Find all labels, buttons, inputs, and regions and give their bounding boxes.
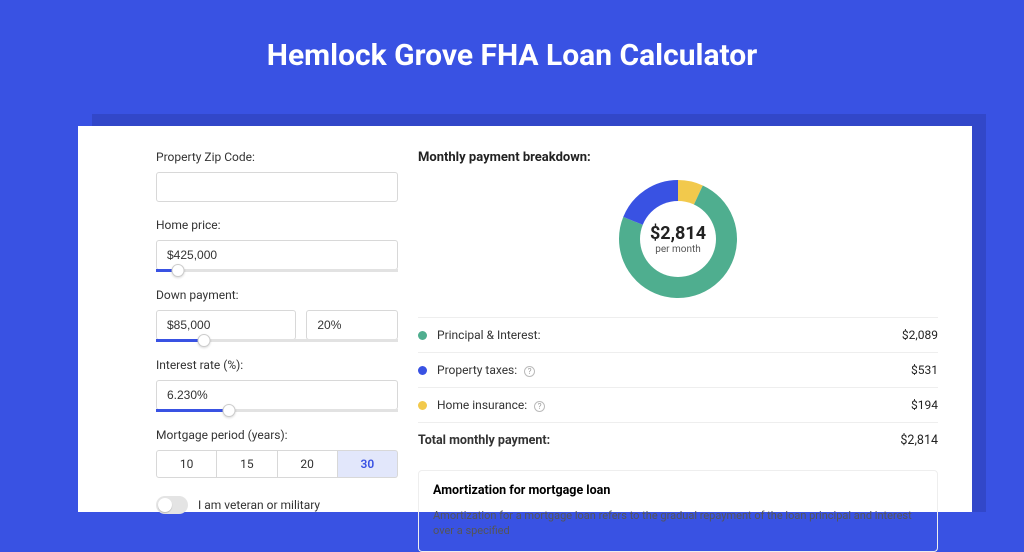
- donut-center: $2,814 per month: [640, 201, 716, 277]
- donut-center-value: $2,814: [650, 223, 706, 244]
- amortization-card: Amortization for mortgage loan Amortizat…: [418, 470, 938, 552]
- toggle-knob: [158, 498, 172, 512]
- slider-thumb[interactable]: [222, 404, 235, 417]
- breakdown-line-item: Property taxes: ?$531: [418, 352, 938, 387]
- donut-chart: $2,814 per month: [618, 179, 738, 299]
- inputs-column: Property Zip Code: Home price: Down paym…: [78, 126, 398, 512]
- breakdown-item-value: $194: [911, 398, 938, 412]
- home-price-slider[interactable]: [156, 269, 398, 272]
- breakdown-line-item: Home insurance: ?$194: [418, 387, 938, 422]
- period-option-30[interactable]: 30: [338, 450, 398, 478]
- home-price-label: Home price:: [156, 218, 398, 232]
- total-row: Total monthly payment: $2,814: [418, 422, 938, 458]
- breakdown-item-value: $531: [911, 363, 938, 377]
- donut-chart-wrap: $2,814 per month: [418, 175, 938, 317]
- veteran-label: I am veteran or military: [198, 498, 320, 512]
- period-field-group: Mortgage period (years): 10152030: [156, 428, 398, 478]
- interest-rate-slider[interactable]: [156, 409, 398, 412]
- slider-thumb[interactable]: [198, 334, 211, 347]
- legend-dot: [418, 366, 427, 375]
- down-payment-input[interactable]: [156, 310, 296, 340]
- page-title: Hemlock Grove FHA Loan Calculator: [0, 0, 1024, 99]
- amortization-body: Amortization for a mortgage loan refers …: [433, 508, 923, 539]
- period-options: 10152030: [156, 450, 398, 478]
- total-label: Total monthly payment:: [418, 433, 900, 448]
- breakdown-line-item: Principal & Interest:$2,089: [418, 317, 938, 352]
- breakdown-item-value: $2,089: [902, 328, 938, 342]
- interest-rate-label: Interest rate (%):: [156, 358, 398, 372]
- breakdown-item-label: Property taxes: ?: [437, 363, 911, 377]
- veteran-toggle[interactable]: [156, 496, 188, 514]
- period-option-15[interactable]: 15: [217, 450, 277, 478]
- slider-thumb[interactable]: [171, 264, 184, 277]
- period-option-20[interactable]: 20: [278, 450, 338, 478]
- down-payment-slider[interactable]: [156, 339, 398, 342]
- down-payment-pct-input[interactable]: [306, 310, 398, 340]
- legend-dot: [418, 401, 427, 410]
- interest-rate-field-group: Interest rate (%):: [156, 358, 398, 412]
- breakdown-column: Monthly payment breakdown: $2,814 per mo…: [398, 126, 972, 512]
- info-icon[interactable]: ?: [524, 366, 535, 377]
- amortization-title: Amortization for mortgage loan: [433, 483, 923, 498]
- zip-input[interactable]: [156, 172, 398, 202]
- home-price-input[interactable]: [156, 240, 398, 270]
- zip-field-group: Property Zip Code:: [156, 150, 398, 202]
- period-label: Mortgage period (years):: [156, 428, 398, 442]
- zip-label: Property Zip Code:: [156, 150, 398, 164]
- breakdown-item-label: Principal & Interest:: [437, 328, 902, 342]
- calculator-panel: Property Zip Code: Home price: Down paym…: [78, 126, 972, 512]
- down-payment-field-group: Down payment:: [156, 288, 398, 342]
- total-value: $2,814: [900, 433, 938, 448]
- breakdown-items: Principal & Interest:$2,089Property taxe…: [418, 317, 938, 422]
- home-price-field-group: Home price:: [156, 218, 398, 272]
- down-payment-label: Down payment:: [156, 288, 398, 302]
- interest-rate-input[interactable]: [156, 380, 398, 410]
- period-option-10[interactable]: 10: [156, 450, 217, 478]
- veteran-toggle-row: I am veteran or military: [156, 496, 398, 514]
- legend-dot: [418, 331, 427, 340]
- info-icon[interactable]: ?: [534, 401, 545, 412]
- breakdown-item-label: Home insurance: ?: [437, 398, 911, 412]
- donut-center-sub: per month: [655, 244, 701, 255]
- breakdown-title: Monthly payment breakdown:: [418, 150, 938, 165]
